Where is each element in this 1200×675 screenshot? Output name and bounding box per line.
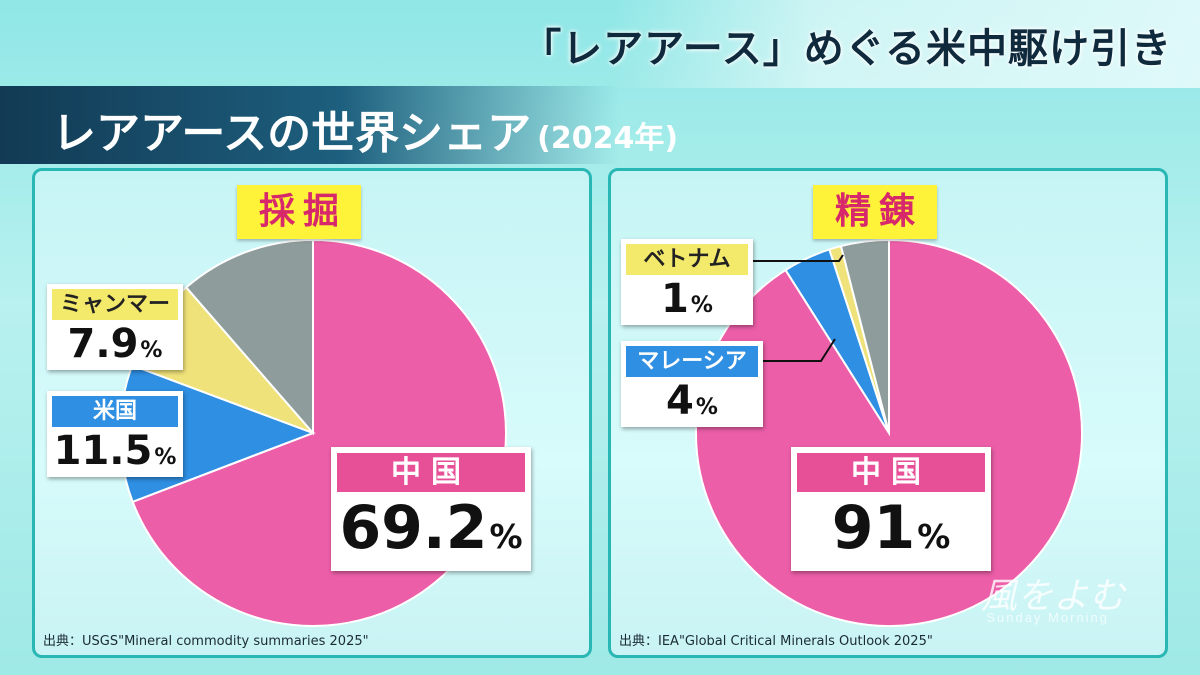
china-refining-label: 中国 91%: [791, 447, 991, 571]
refining-chart-panel: 精錬 ベトナム 1% マレーシア 4% 中国 91% 風をよむ Sunday M…: [608, 168, 1168, 658]
program-logo-sub: Sunday Morning: [986, 610, 1109, 625]
china-refining-label-name: 中国: [797, 453, 985, 492]
title-year: (2024年): [537, 121, 679, 156]
vietnam-label: ベトナム 1%: [621, 239, 753, 325]
myanmar-label-name: ミャンマー: [52, 289, 178, 320]
refining-source-note: 出典：IEA"Global Critical Minerals Outlook …: [619, 634, 933, 649]
program-logo: 風をよむ: [980, 576, 1125, 617]
page-title: レアアースの世界シェア (2024年): [52, 97, 678, 161]
mining-chart-title: 採掘: [237, 185, 362, 239]
mining-source-note: 出典：USGS"Mineral commodity summaries 2025…: [43, 634, 369, 649]
myanmar-label-value: 7.9%: [67, 321, 163, 367]
malaysia-label-name: マレーシア: [626, 346, 758, 377]
china-refining-label-value: 91%: [831, 493, 951, 563]
malaysia-leader-line: [763, 338, 836, 362]
malaysia-label: マレーシア 4%: [621, 341, 763, 427]
china-mining-label: 中国 69.2%: [331, 447, 531, 571]
myanmar-label: ミャンマー 7.9%: [47, 284, 183, 370]
vietnam-leader-line: [753, 254, 844, 262]
mining-chart-panel: 採掘 ミャンマー 7.9% 米国 11.5% 中国 69.2% 出典：USGS"…: [32, 168, 592, 658]
title-text: レアアースの世界シェア: [52, 108, 532, 159]
us-label: 米国 11.5%: [47, 391, 183, 477]
refining-slice-3: [839, 238, 890, 434]
us-label-name: 米国: [52, 396, 178, 427]
vietnam-label-value: 1%: [661, 276, 713, 322]
china-mining-label-name: 中国: [337, 453, 525, 492]
china-mining-label-value: 69.2%: [339, 493, 523, 563]
malaysia-label-value: 4%: [666, 378, 718, 424]
topic-banner: 「レアアース」めぐる米中駆け引き: [521, 0, 1200, 88]
title-banner: [0, 86, 620, 164]
topic-title: 「レアアース」めぐる米中駆け引き: [521, 26, 1172, 72]
mining-slice-3: [184, 238, 314, 436]
refining-chart-title: 精錬: [813, 185, 938, 239]
vietnam-label-name: ベトナム: [626, 244, 748, 275]
us-label-value: 11.5%: [53, 428, 177, 474]
